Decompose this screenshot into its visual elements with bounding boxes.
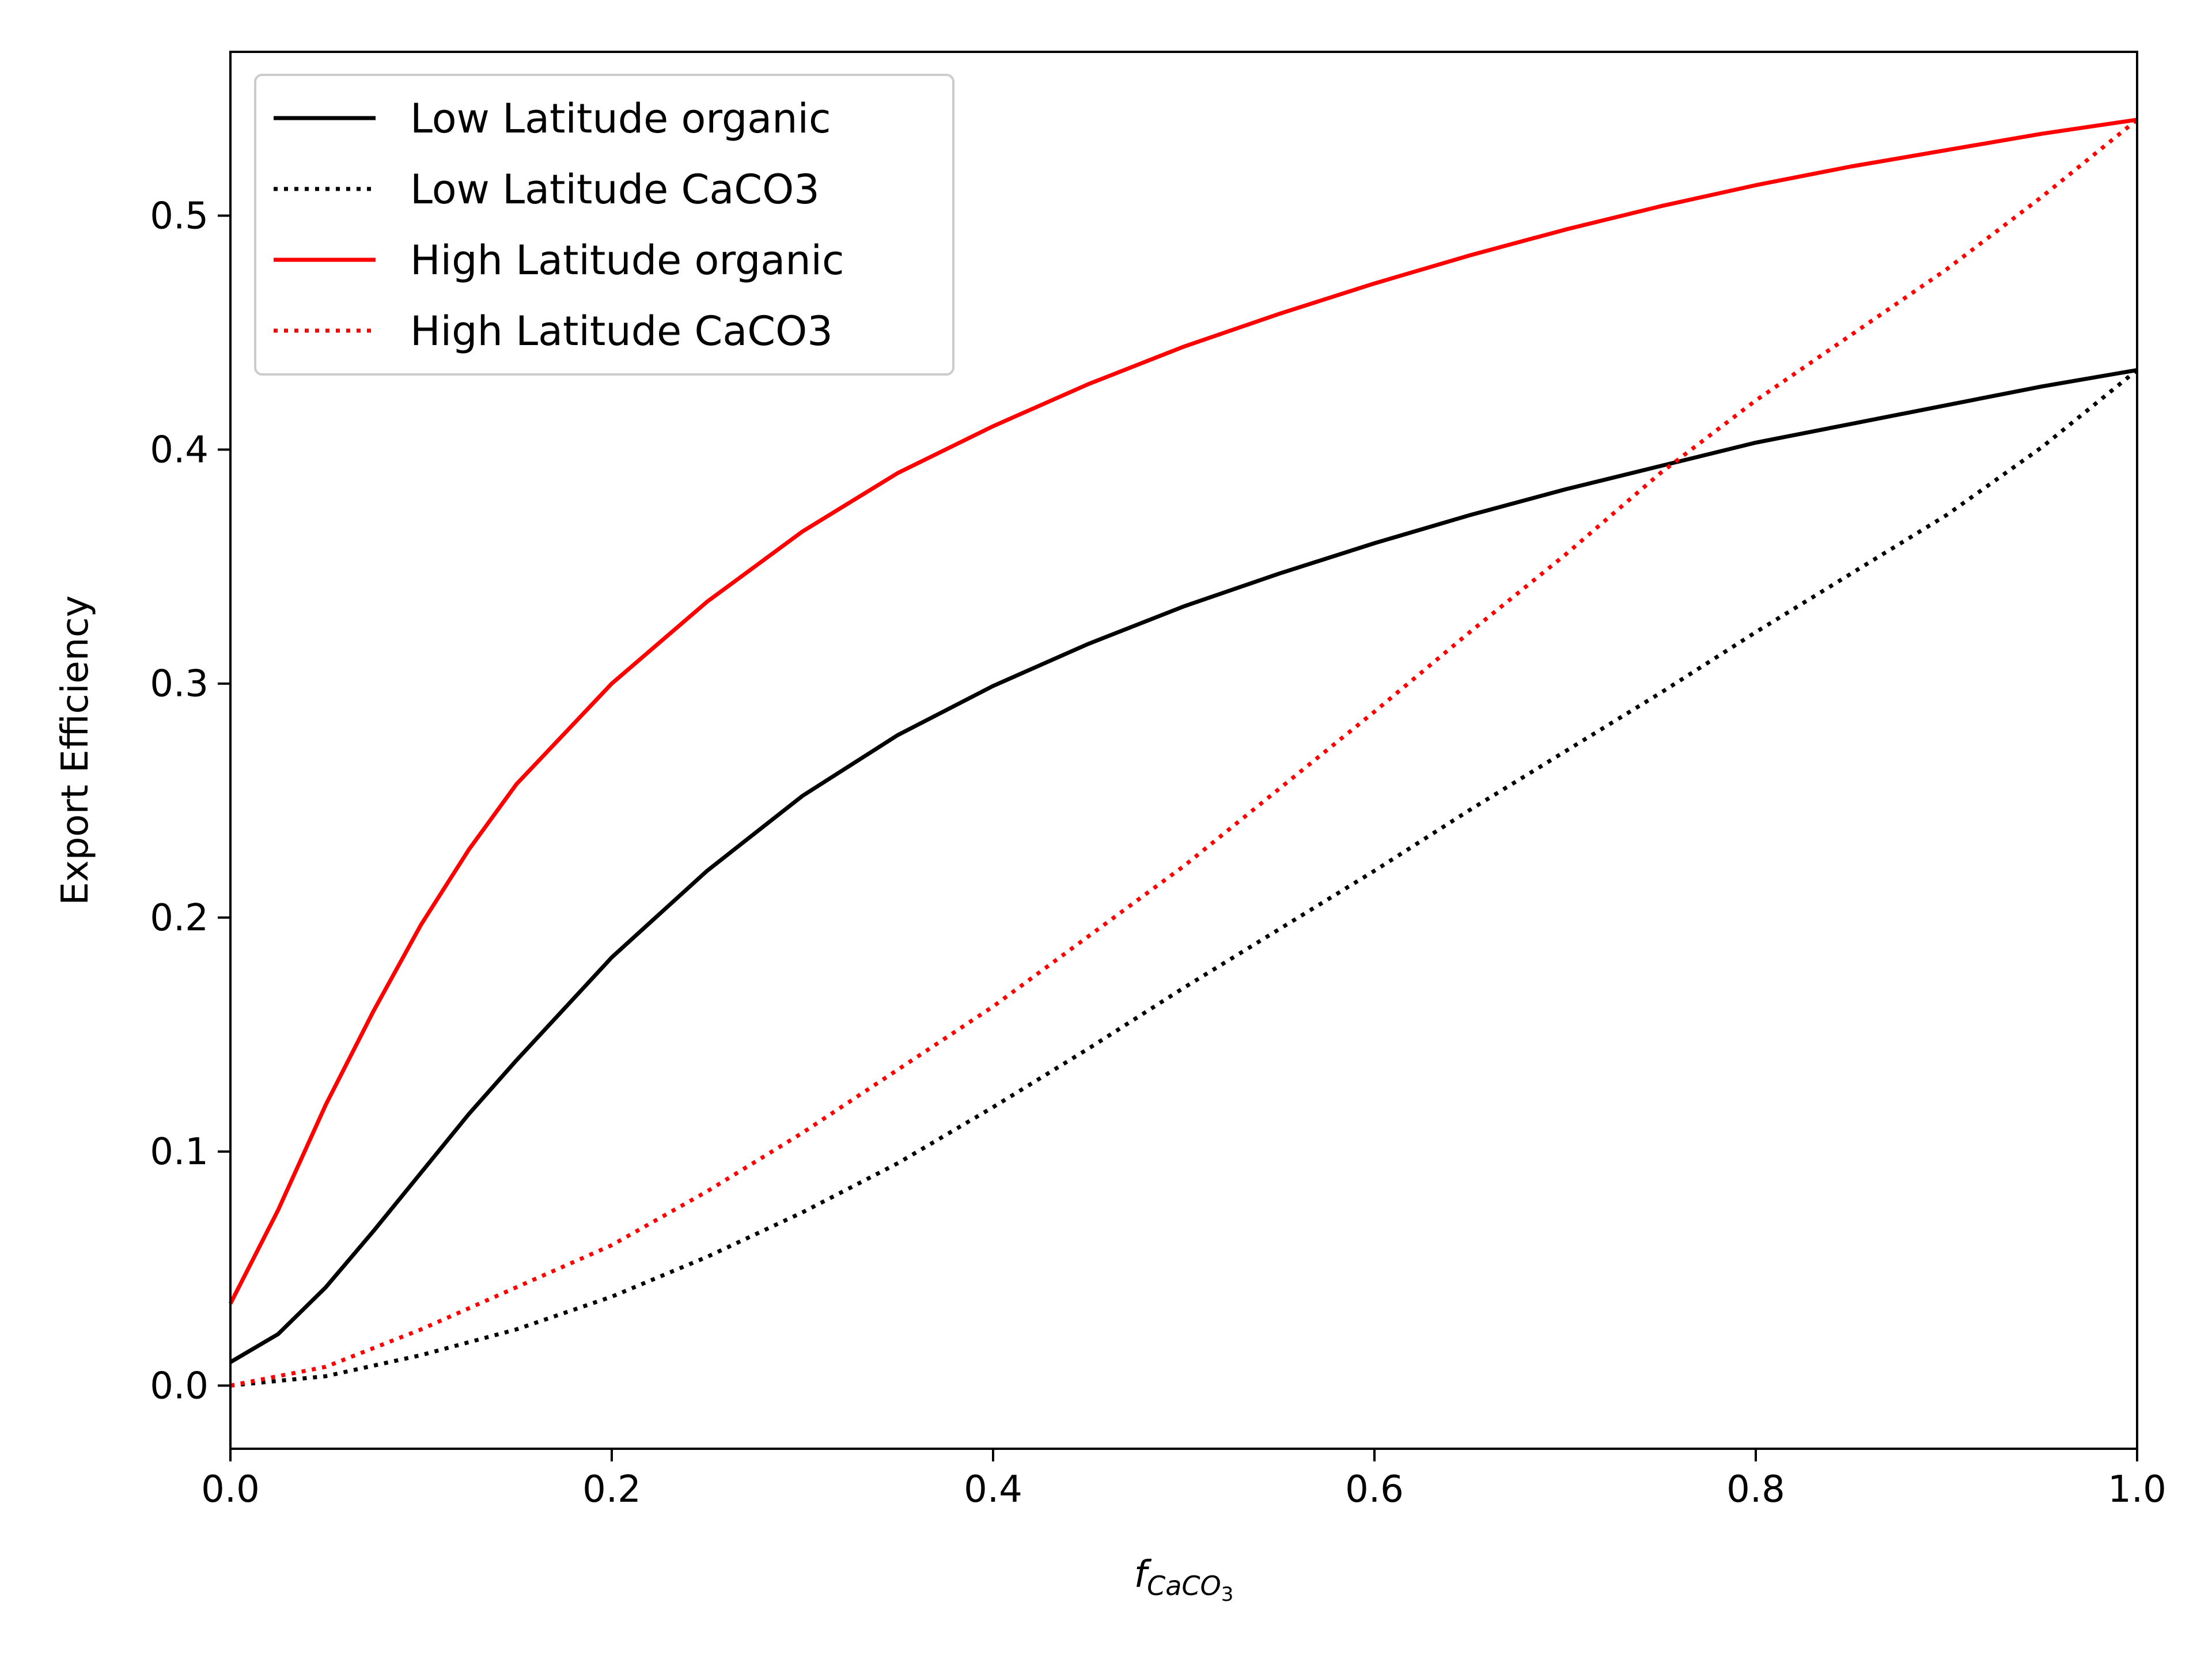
series-line-0 — [229, 368, 2138, 1364]
series-line-3 — [230, 118, 2139, 1388]
x-axis-label-sub: CaCO — [1147, 1570, 1221, 1601]
x-tick-label: 0.0 — [201, 1468, 260, 1511]
legend-label: High Latitude CaCO3 — [410, 308, 833, 355]
y-tick-label: 0.5 — [150, 195, 209, 237]
x-tick-label: 0.4 — [964, 1468, 1022, 1511]
y-axis-label: Export Efficiency — [54, 595, 97, 905]
legend: Low Latitude organic Low Latitude CaCO3 Hi… — [254, 74, 955, 376]
legend-label: Low Latitude CaCO3 — [410, 166, 820, 213]
y-tick-label: 0.2 — [150, 897, 209, 940]
x-axis-label: fCaCO3 — [1134, 1554, 1234, 1606]
y-axis: 0.0 0.1 0.2 0.3 0.4 0.5 — [150, 195, 230, 1407]
series-line-2 — [228, 118, 2138, 1305]
y-tick-label: 0.3 — [150, 663, 209, 706]
series-layer — [228, 118, 2139, 1388]
plot-frame — [229, 51, 2138, 1450]
x-tick-label: 0.2 — [582, 1468, 641, 1511]
legend-label: Low Latitude organic — [410, 95, 831, 142]
legend-box — [254, 74, 955, 376]
x-tick-label: 0.8 — [1726, 1468, 1785, 1511]
x-axis-label-subsub: 3 — [1221, 1583, 1234, 1606]
y-tick-label: 0.0 — [150, 1365, 209, 1407]
y-tick-label: 0.1 — [150, 1131, 209, 1173]
y-tick-label: 0.4 — [150, 429, 209, 472]
x-tick-label: 1.0 — [2108, 1468, 2166, 1511]
x-tick-label: 0.6 — [1345, 1468, 1404, 1511]
x-axis: 0.0 0.2 0.4 0.6 0.8 1.0 — [201, 1449, 2166, 1511]
legend-label: High Latitude organic — [410, 237, 844, 284]
